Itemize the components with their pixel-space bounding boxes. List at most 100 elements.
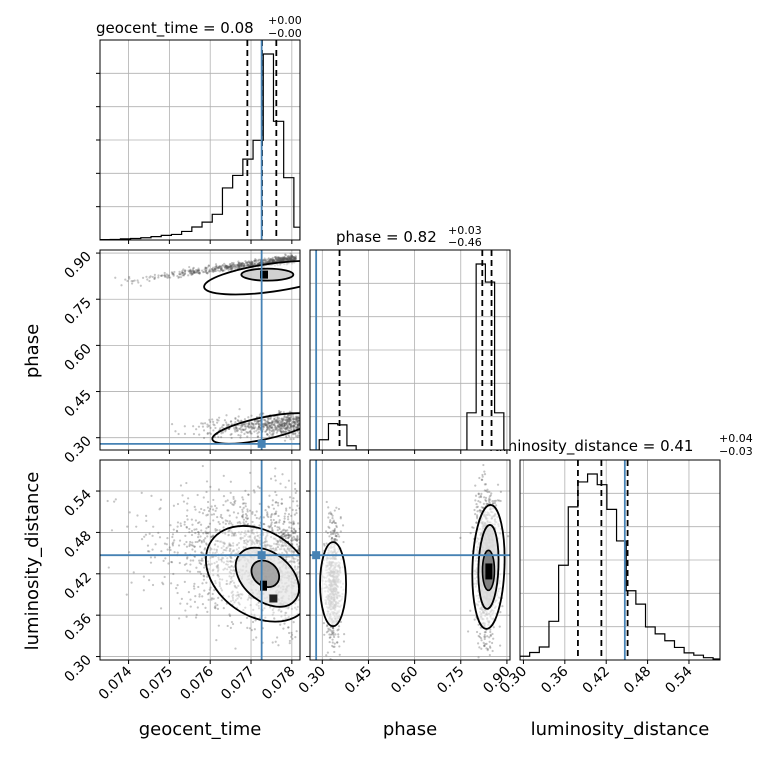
sample-point [237, 550, 240, 553]
sample-point [149, 275, 152, 278]
sample-point [179, 276, 183, 279]
sample-point [489, 630, 492, 634]
sample-point [247, 530, 250, 533]
sample-point [120, 284, 123, 287]
sample-point [253, 536, 256, 539]
sample-point [167, 276, 170, 279]
sample-point [284, 259, 288, 262]
sample-point [285, 550, 288, 553]
sample-point [250, 629, 253, 632]
sample-point [333, 529, 336, 532]
sample-point [272, 518, 275, 522]
sample-point [197, 271, 200, 275]
sample-point [254, 258, 257, 261]
title-geocent_time-median: 0.08 [220, 19, 253, 37]
sample-point [217, 435, 220, 439]
sample-point [230, 591, 233, 594]
sample-point [253, 259, 256, 262]
sample-point [247, 422, 251, 425]
sample-point [236, 265, 240, 268]
sample-point [208, 418, 211, 422]
sample-point [329, 519, 332, 522]
sample-point [268, 421, 272, 424]
sample-point [236, 591, 239, 594]
sample-point [331, 631, 334, 634]
sample-point [296, 420, 299, 423]
sample-point [170, 271, 174, 274]
sample-point [273, 260, 276, 263]
sample-point [294, 257, 297, 260]
x-tick-label-luminosity_distance: 0.36 [538, 663, 571, 696]
sample-point [282, 258, 285, 261]
sample-point [181, 271, 184, 274]
sample-point [210, 513, 213, 516]
sample-point [296, 434, 300, 437]
x-tick-label-geocent_time: 0.074 [96, 663, 136, 703]
sample-point [266, 543, 269, 546]
sample-point [276, 424, 279, 428]
sample-point [297, 419, 300, 422]
sample-point [271, 499, 274, 502]
sample-point [293, 482, 297, 485]
sample-point [231, 579, 234, 583]
sample-point [195, 613, 198, 616]
sample-point [280, 531, 283, 534]
sample-point [223, 542, 226, 545]
sample-point [223, 531, 227, 534]
sample-point [275, 258, 279, 262]
sample-point [224, 519, 227, 522]
sample-point [146, 550, 150, 553]
sample-point [201, 559, 204, 562]
sample-point [229, 600, 233, 603]
sample-point [296, 425, 299, 428]
sample-point [297, 432, 300, 435]
sample-point [233, 428, 236, 431]
sample-point [251, 426, 254, 429]
sample-point [332, 520, 336, 523]
sample-point [233, 534, 236, 537]
sample-point [205, 532, 208, 535]
sample-point [281, 541, 284, 544]
sample-point [193, 505, 196, 508]
sample-point [244, 516, 248, 519]
sample-point [274, 457, 276, 459]
sample-point [232, 495, 235, 499]
sample-point [229, 560, 232, 563]
sample-point [135, 525, 138, 528]
sample-point [296, 571, 299, 574]
sample-point [207, 264, 210, 267]
sample-point [193, 587, 196, 590]
sample-point [334, 539, 337, 542]
sample-point [282, 257, 285, 260]
sample-point [257, 428, 260, 431]
sample-point [250, 262, 254, 265]
sample-point [203, 589, 206, 592]
sample-point [160, 550, 163, 553]
sample-point [198, 593, 201, 596]
sample-point [250, 263, 253, 267]
sample-point [289, 255, 292, 258]
sample-point [191, 544, 195, 547]
sample-point [270, 535, 273, 539]
sample-point [213, 268, 216, 271]
sample-point [287, 626, 290, 629]
sample-point [215, 549, 218, 552]
sample-point [294, 530, 297, 533]
sample-point [263, 258, 267, 262]
sample-point [257, 539, 260, 542]
sample-point [171, 271, 174, 275]
sample-point [205, 268, 208, 271]
sample-point [282, 425, 285, 428]
sample-point [198, 539, 201, 542]
sample-point [245, 520, 248, 523]
sample-point [201, 512, 205, 515]
sample-point [220, 267, 223, 270]
sample-point [296, 567, 299, 570]
sample-point [262, 422, 265, 426]
sample-point [189, 268, 192, 271]
sample-point [281, 257, 284, 261]
title-geocent_time-name: geocent_time [96, 19, 198, 38]
sample-point [288, 417, 291, 420]
sample-point [243, 263, 246, 266]
sample-point [238, 265, 241, 268]
